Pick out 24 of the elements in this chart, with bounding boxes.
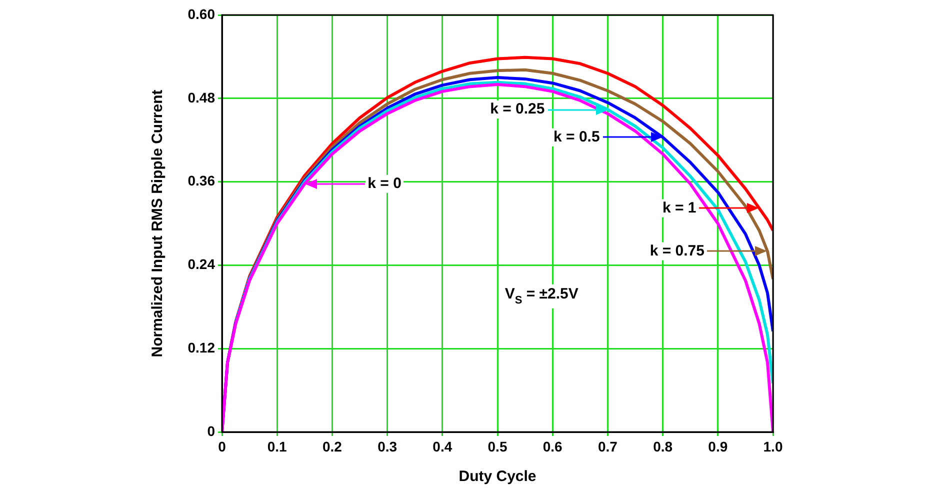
legend-label: k = 0.75 xyxy=(650,242,704,260)
y-tick-label: 0 xyxy=(207,422,216,439)
x-tick-label: 0.1 xyxy=(267,438,288,454)
x-tick-label: 0.8 xyxy=(653,438,673,454)
x-tick-label: 0.4 xyxy=(432,438,452,454)
x-tick-label: 1.0 xyxy=(763,438,783,454)
y-tick-label: 0.60 xyxy=(188,6,216,22)
y-tick-label: 0.48 xyxy=(188,89,216,106)
x-axis-title: Duty Cycle xyxy=(458,468,536,486)
x-tick-label: 0 xyxy=(218,438,226,454)
y-tick-label: 0.12 xyxy=(188,339,216,356)
x-tick-label: 0.5 xyxy=(488,438,508,454)
text: k = 0 xyxy=(368,175,402,192)
legend-label: k = 0.5 xyxy=(554,128,600,146)
x-tick-label: 0.6 xyxy=(542,438,563,454)
x-tick-label: 0.7 xyxy=(598,438,618,454)
y-tick-label: 0.24 xyxy=(188,256,216,272)
legend-label: k = 0.25 xyxy=(490,100,545,118)
y-tick-label: 0.36 xyxy=(188,172,216,189)
legend-label: k = 1 xyxy=(662,199,696,216)
x-tick-label: 0.2 xyxy=(322,438,342,454)
x-tick-label: 0.9 xyxy=(708,438,728,454)
y-axis-title: Normalized Input RMS Ripple Current xyxy=(149,90,166,358)
x-tick-label: 0.3 xyxy=(378,438,398,454)
